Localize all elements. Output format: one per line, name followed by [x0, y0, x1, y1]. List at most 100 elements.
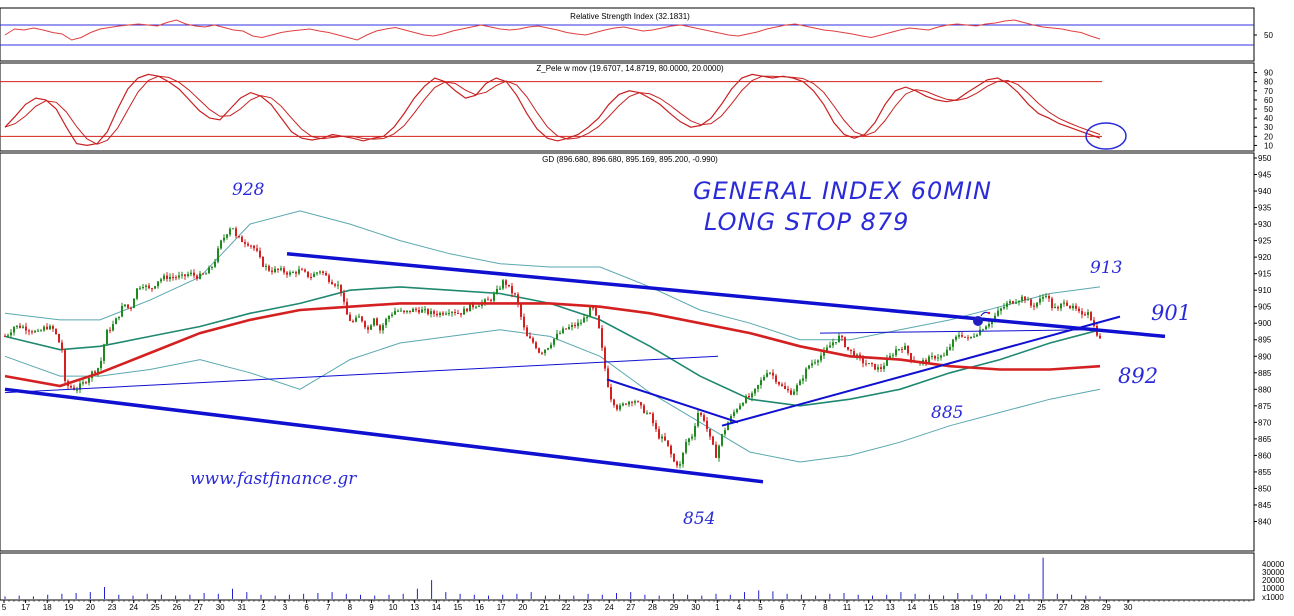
candle-body [442, 312, 444, 315]
candle-body [973, 336, 975, 338]
x-tick-label: 24 [605, 603, 614, 612]
candle-body [406, 310, 408, 313]
candle-body [556, 333, 558, 339]
candle-body [334, 284, 336, 286]
candle-body [997, 310, 999, 316]
candle-body [640, 402, 642, 406]
candle-body [241, 236, 243, 242]
x-tick-label: 9 [369, 603, 374, 612]
candle-body [1060, 303, 1062, 309]
candle-body [661, 436, 663, 439]
candle-body [499, 288, 501, 290]
candle-body [58, 334, 60, 343]
bomb-icon [973, 311, 991, 326]
candle-body [1027, 299, 1029, 301]
candle-body [253, 245, 255, 249]
level-854-label: 854 [683, 509, 715, 529]
candle-body [724, 430, 726, 435]
candle-body [505, 280, 507, 285]
candle-body [676, 461, 678, 466]
candle-body [559, 333, 561, 335]
x-tick-label: 13 [886, 603, 895, 612]
candle-body [784, 386, 786, 389]
candle-body [853, 351, 855, 357]
candle-body [985, 326, 987, 330]
candle-body [616, 405, 618, 410]
candle-body [25, 326, 27, 331]
candle-body [1048, 296, 1050, 299]
candle-body [760, 380, 762, 386]
candle-body [112, 324, 114, 331]
candle-body [127, 304, 129, 308]
candle-body [922, 360, 924, 362]
candle-body [580, 322, 582, 324]
candle-body [337, 284, 339, 286]
x-tick-label: 25 [1037, 603, 1046, 612]
candle-body [598, 315, 600, 329]
x-tick-label: 19 [972, 603, 981, 612]
candle-body [871, 363, 873, 365]
candle-body [40, 330, 42, 332]
candle-body [169, 277, 171, 279]
candle-body [529, 336, 531, 339]
candle-body [643, 405, 645, 414]
x-tick-label: 10 [389, 603, 398, 612]
candle-body [907, 345, 909, 354]
candle-body [412, 308, 414, 312]
candle-body [274, 268, 276, 273]
candle-body [838, 335, 840, 342]
candle-body [172, 277, 174, 278]
candle-body [232, 228, 234, 230]
candle-body [85, 382, 87, 384]
candle-body [475, 306, 477, 308]
trendline [606, 378, 739, 424]
candle-body [562, 328, 564, 334]
x-tick-label: 7 [802, 603, 807, 612]
candle-body [979, 329, 981, 335]
candle-body [370, 325, 372, 330]
candle-body [115, 318, 117, 325]
candle-body [160, 279, 162, 282]
candle-body [286, 272, 288, 275]
trendline [819, 329, 1091, 334]
candle-body [37, 330, 39, 332]
candle-body [403, 310, 405, 313]
candle-body [106, 329, 108, 345]
candle-body [1081, 311, 1083, 315]
candle-body [193, 272, 195, 276]
candle-body [826, 347, 828, 351]
candle-body [1021, 296, 1023, 301]
candle-body [229, 228, 231, 235]
candle-body [925, 360, 927, 363]
candle-body [586, 317, 588, 319]
candle-body [652, 413, 654, 424]
candle-body [118, 316, 120, 319]
stoch-k-line [4, 73, 1101, 147]
candle-body [601, 328, 603, 348]
candle-body [1099, 335, 1101, 339]
candle-body [247, 243, 249, 246]
candle-body [568, 327, 570, 330]
candle-body [940, 355, 942, 358]
price-tick-label: 910 [1258, 286, 1272, 295]
candle-body [595, 307, 597, 316]
x-tick-label: 3 [283, 603, 288, 612]
x-tick-label: 6 [780, 603, 785, 612]
candle-body [535, 342, 537, 349]
candle-body [703, 415, 705, 421]
candle-body [1012, 301, 1014, 304]
candle-body [1015, 302, 1017, 304]
annotation-title-line1: GENERAL INDEX 60MIN [693, 177, 992, 205]
candle-body [757, 385, 759, 389]
candle-body [151, 288, 153, 290]
rsi-title: Relative Strength Index (32.1831) [570, 12, 690, 21]
x-tick-label: 17 [21, 603, 30, 612]
candle-body [520, 304, 522, 317]
candle-body [718, 445, 720, 458]
candle-body [805, 368, 807, 379]
candle-body [751, 393, 753, 398]
candle-body [775, 375, 777, 382]
candle-body [148, 285, 150, 289]
candle-body [685, 442, 687, 453]
